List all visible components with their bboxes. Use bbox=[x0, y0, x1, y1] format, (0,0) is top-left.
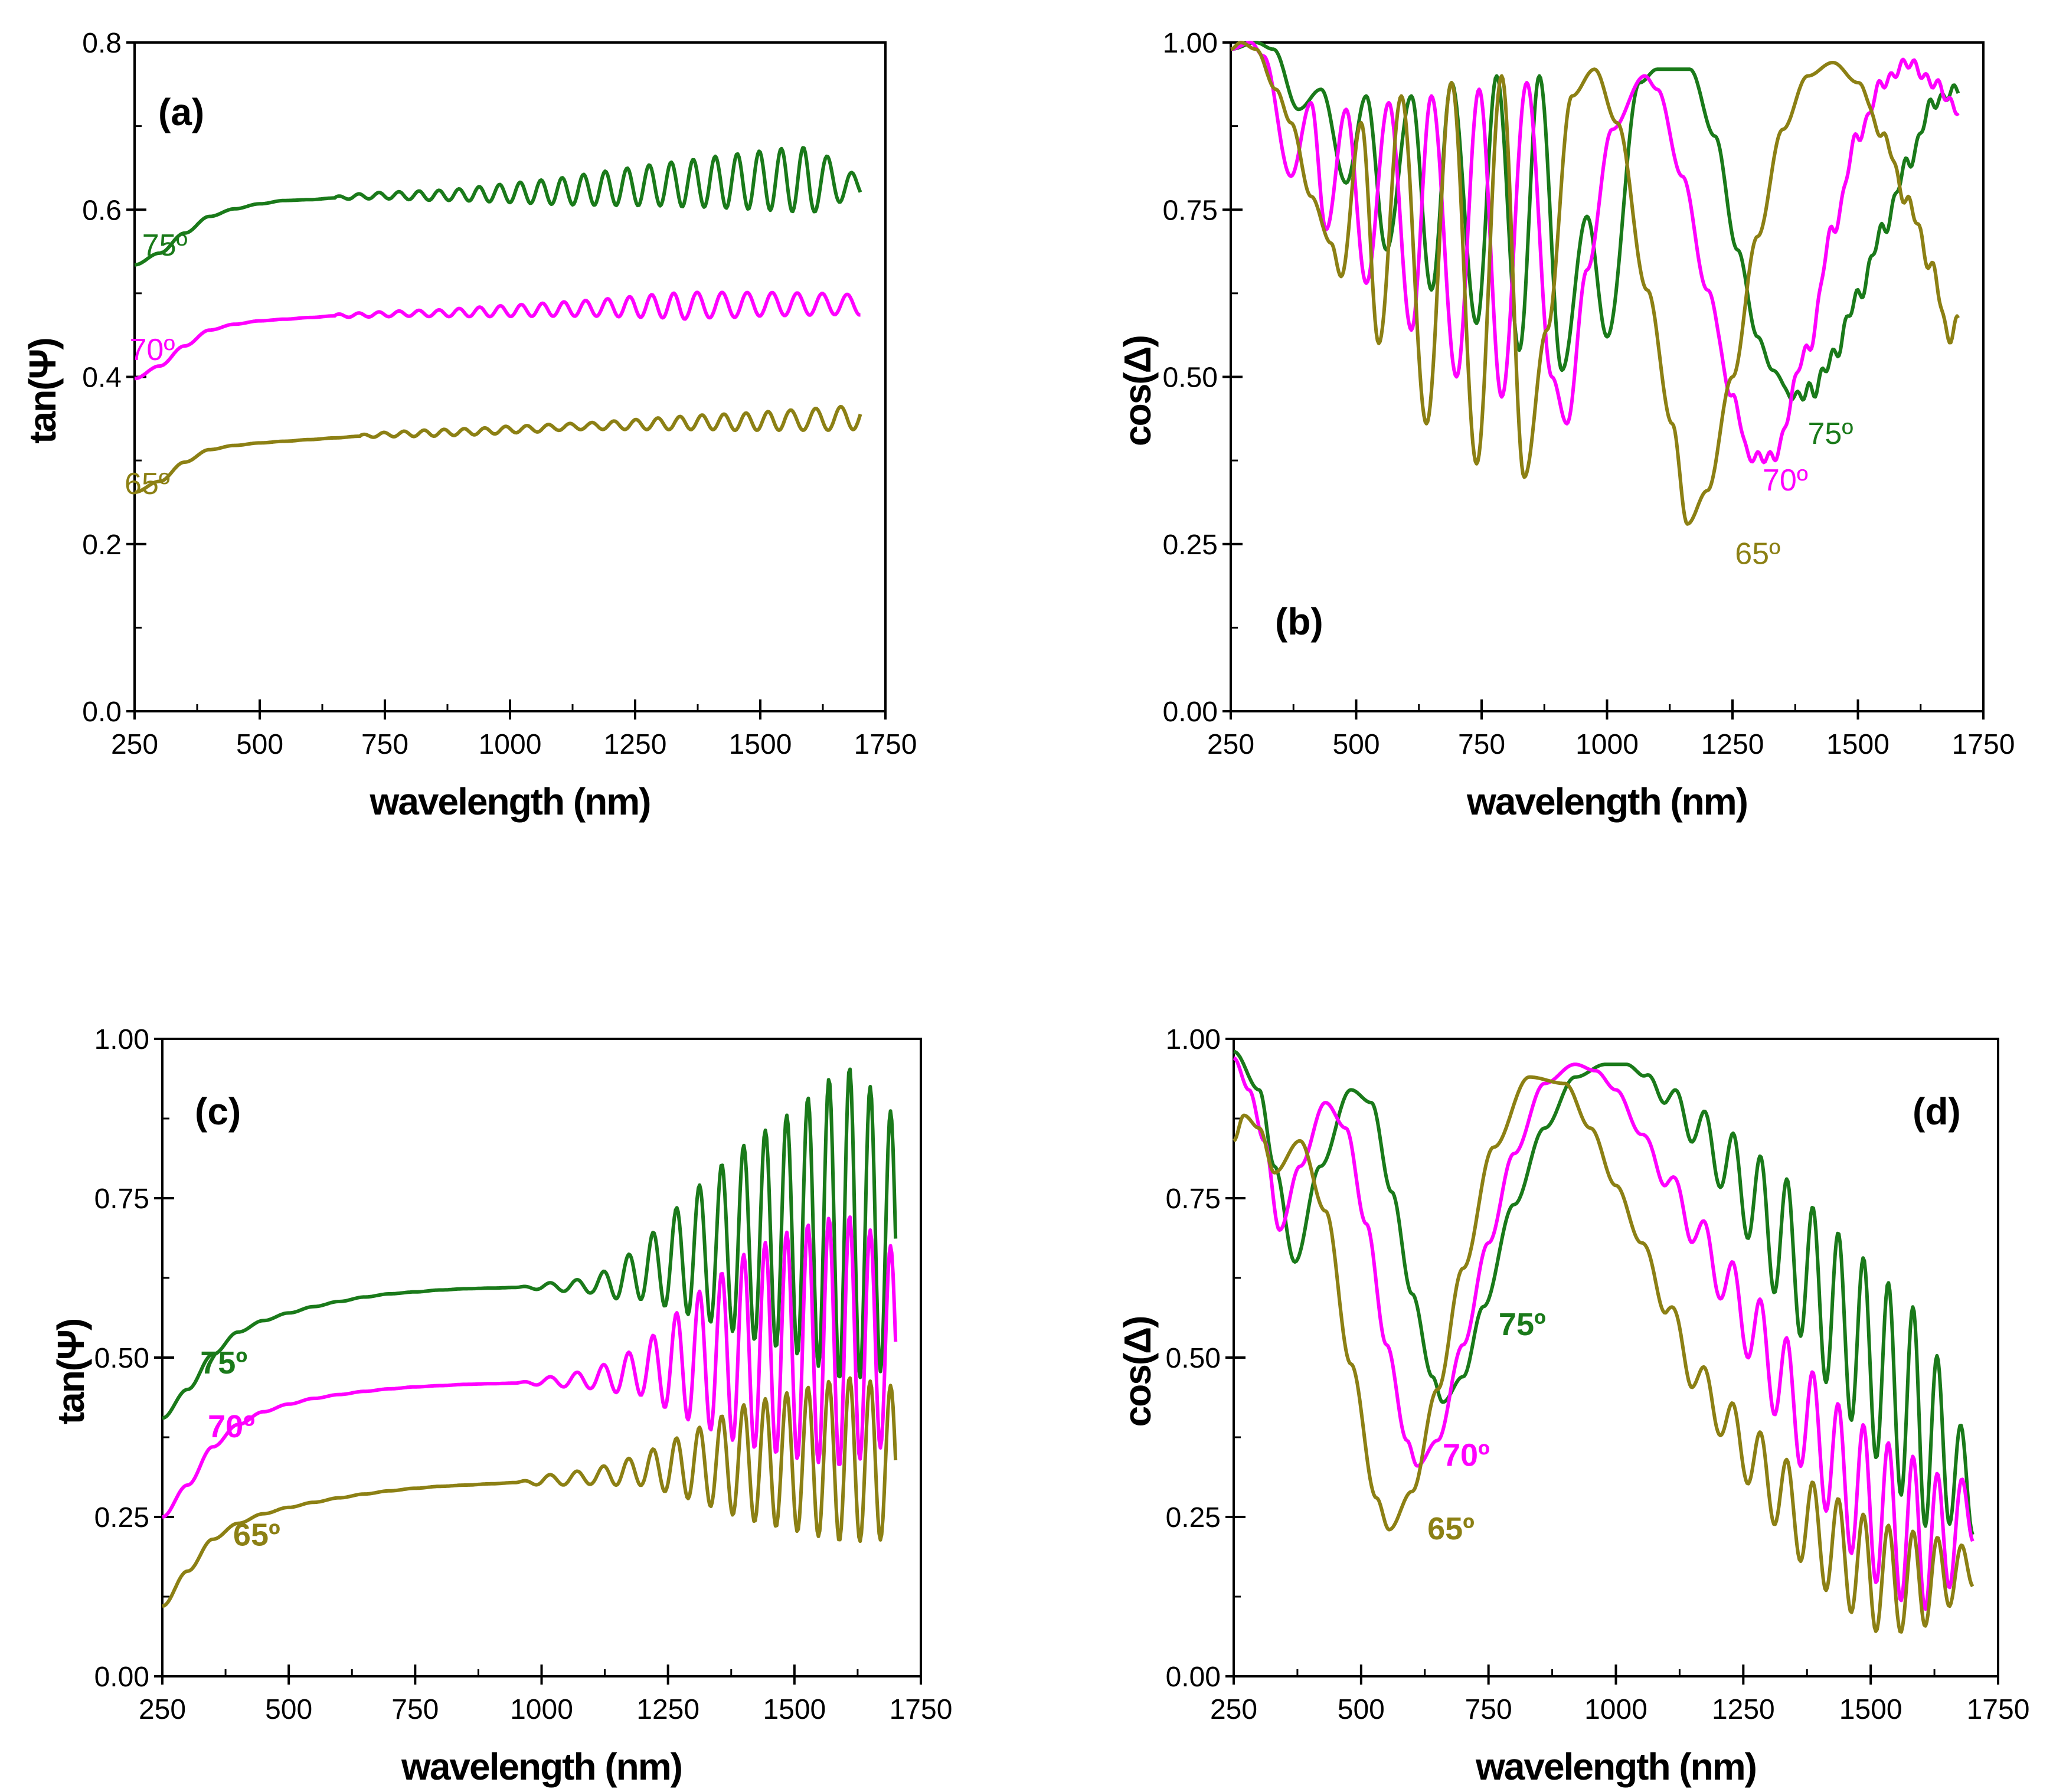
x-tick-label: 250 bbox=[1210, 1694, 1257, 1725]
y-tick-label: 0.00 bbox=[94, 1662, 149, 1693]
x-axis-title: wavelength (nm) bbox=[1475, 1745, 1756, 1788]
x-tick-label: 1500 bbox=[763, 1694, 826, 1725]
series-label-65: 65º bbox=[1735, 537, 1780, 571]
series-line-65 bbox=[134, 405, 862, 494]
y-tick-label: 0.50 bbox=[1166, 1343, 1221, 1374]
y-tick-label: 0.0 bbox=[82, 696, 122, 728]
series-label-75: 75º bbox=[1808, 417, 1853, 451]
plot-frame bbox=[133, 41, 887, 712]
x-tick-label: 1250 bbox=[1712, 1694, 1775, 1725]
panel-a: 250 500 750 1000 1250 1500 1750 0.0 0.2 0.4 0.6 0.8… bbox=[21, 28, 917, 823]
y-tick-label: 0.25 bbox=[1166, 1502, 1221, 1533]
panel-label: (a) bbox=[158, 91, 204, 133]
y-tick-label: 0.2 bbox=[82, 529, 122, 561]
x-tick-label: 750 bbox=[361, 729, 408, 760]
panel-label: (b) bbox=[1275, 600, 1323, 643]
y-axis-title: tan(Ψ) bbox=[50, 1319, 92, 1424]
x-tick-label: 1000 bbox=[1575, 729, 1639, 760]
y-tick-label: 0.75 bbox=[1163, 195, 1218, 226]
x-tick-label: 1000 bbox=[510, 1694, 573, 1725]
x-tick-label: 1500 bbox=[729, 729, 792, 760]
series-label-70: 70º bbox=[1443, 1438, 1490, 1473]
series-line-65 bbox=[1233, 1075, 1975, 1634]
series-label-70: 70º bbox=[208, 1409, 255, 1444]
series-label-65: 65º bbox=[233, 1518, 280, 1553]
series-label-75: 75º bbox=[200, 1345, 247, 1381]
y-tick-label: 1.00 bbox=[1166, 1024, 1221, 1055]
series-label-75: 75º bbox=[1499, 1307, 1546, 1342]
x-tick-label: 1750 bbox=[1952, 729, 2015, 760]
series-line-65 bbox=[162, 1376, 898, 1608]
x-tick-label: 1750 bbox=[890, 1694, 953, 1725]
y-tick-label: 0.75 bbox=[94, 1183, 149, 1215]
series-line-75 bbox=[1230, 41, 1960, 402]
x-tick-label: 500 bbox=[1332, 729, 1379, 760]
series-line-75 bbox=[134, 146, 862, 267]
series-label-70: 70º bbox=[1763, 463, 1808, 498]
y-axis-title: tan(Ψ) bbox=[21, 338, 64, 443]
y-tick-label: 0.25 bbox=[94, 1502, 149, 1533]
x-tick-label: 1500 bbox=[1826, 729, 1890, 760]
x-tick-label: 1000 bbox=[479, 729, 542, 760]
x-axis-title: wavelength (nm) bbox=[370, 780, 650, 823]
x-tick-label: 1250 bbox=[636, 1694, 699, 1725]
series-line-70 bbox=[162, 1215, 898, 1519]
x-tick-label: 1500 bbox=[1839, 1694, 1902, 1725]
x-axis-title: wavelength (nm) bbox=[1466, 780, 1747, 823]
panel-b: 250 500 750 1000 1250 1500 1750 0.00 0.25 0.50 0.7… bbox=[1116, 28, 2015, 823]
x-tick-label: 250 bbox=[111, 729, 158, 760]
panel-label: (c) bbox=[195, 1090, 241, 1133]
series-line-70 bbox=[134, 290, 861, 381]
y-tick-label: 1.00 bbox=[1163, 28, 1218, 59]
y-axis-title: cos(Δ) bbox=[1116, 336, 1159, 446]
series-label-70: 70º bbox=[130, 333, 175, 367]
series-line-65 bbox=[1230, 41, 1960, 526]
y-tick-label: 0.50 bbox=[1163, 362, 1218, 394]
series-line-75 bbox=[1233, 1049, 1975, 1535]
y-tick-label: 0.00 bbox=[1163, 696, 1218, 728]
x-tick-label: 1000 bbox=[1584, 1694, 1647, 1725]
y-tick-label: 1.00 bbox=[94, 1024, 149, 1055]
x-tick-label: 500 bbox=[265, 1694, 312, 1725]
series-line-70 bbox=[1233, 1056, 1975, 1611]
y-tick-label: 0.25 bbox=[1163, 529, 1218, 561]
x-tick-label: 750 bbox=[391, 1694, 439, 1725]
series-label-65: 65º bbox=[125, 467, 170, 501]
panel-c: 250 500 750 1000 1250 1500 1750 0.00 0.25 0.50 0.7… bbox=[50, 1024, 952, 1788]
x-tick-label: 1250 bbox=[604, 729, 667, 760]
x-tick-label: 500 bbox=[236, 729, 283, 760]
series-line-70 bbox=[1230, 41, 1960, 465]
y-tick-label: 0.8 bbox=[82, 28, 122, 59]
x-axis-title: wavelength (nm) bbox=[401, 1745, 682, 1788]
x-tick-label: 250 bbox=[139, 1694, 186, 1725]
y-tick-label: 0.4 bbox=[82, 362, 122, 394]
y-tick-label: 0.50 bbox=[94, 1343, 149, 1374]
x-tick-label: 1250 bbox=[1701, 729, 1764, 760]
y-tick-label: 0.00 bbox=[1166, 1662, 1221, 1693]
panel-label: (d) bbox=[1913, 1090, 1961, 1133]
y-tick-label: 0.75 bbox=[1166, 1183, 1221, 1215]
y-tick-label: 0.6 bbox=[82, 195, 122, 226]
panel-d: 250 500 750 1000 1250 1500 1750 0.00 0.25 0.50 0.7… bbox=[1116, 1024, 2029, 1788]
x-tick-label: 1750 bbox=[854, 729, 917, 760]
x-tick-label: 500 bbox=[1338, 1694, 1385, 1725]
x-tick-label: 250 bbox=[1207, 729, 1254, 760]
x-tick-label: 750 bbox=[1458, 729, 1505, 760]
x-tick-label: 1750 bbox=[1967, 1694, 2030, 1725]
series-label-75: 75º bbox=[142, 228, 188, 263]
y-axis-title: cos(Δ) bbox=[1116, 1317, 1159, 1427]
series-label-65: 65º bbox=[1427, 1511, 1475, 1546]
x-tick-label: 750 bbox=[1465, 1694, 1512, 1725]
series-line-75 bbox=[162, 1067, 898, 1420]
